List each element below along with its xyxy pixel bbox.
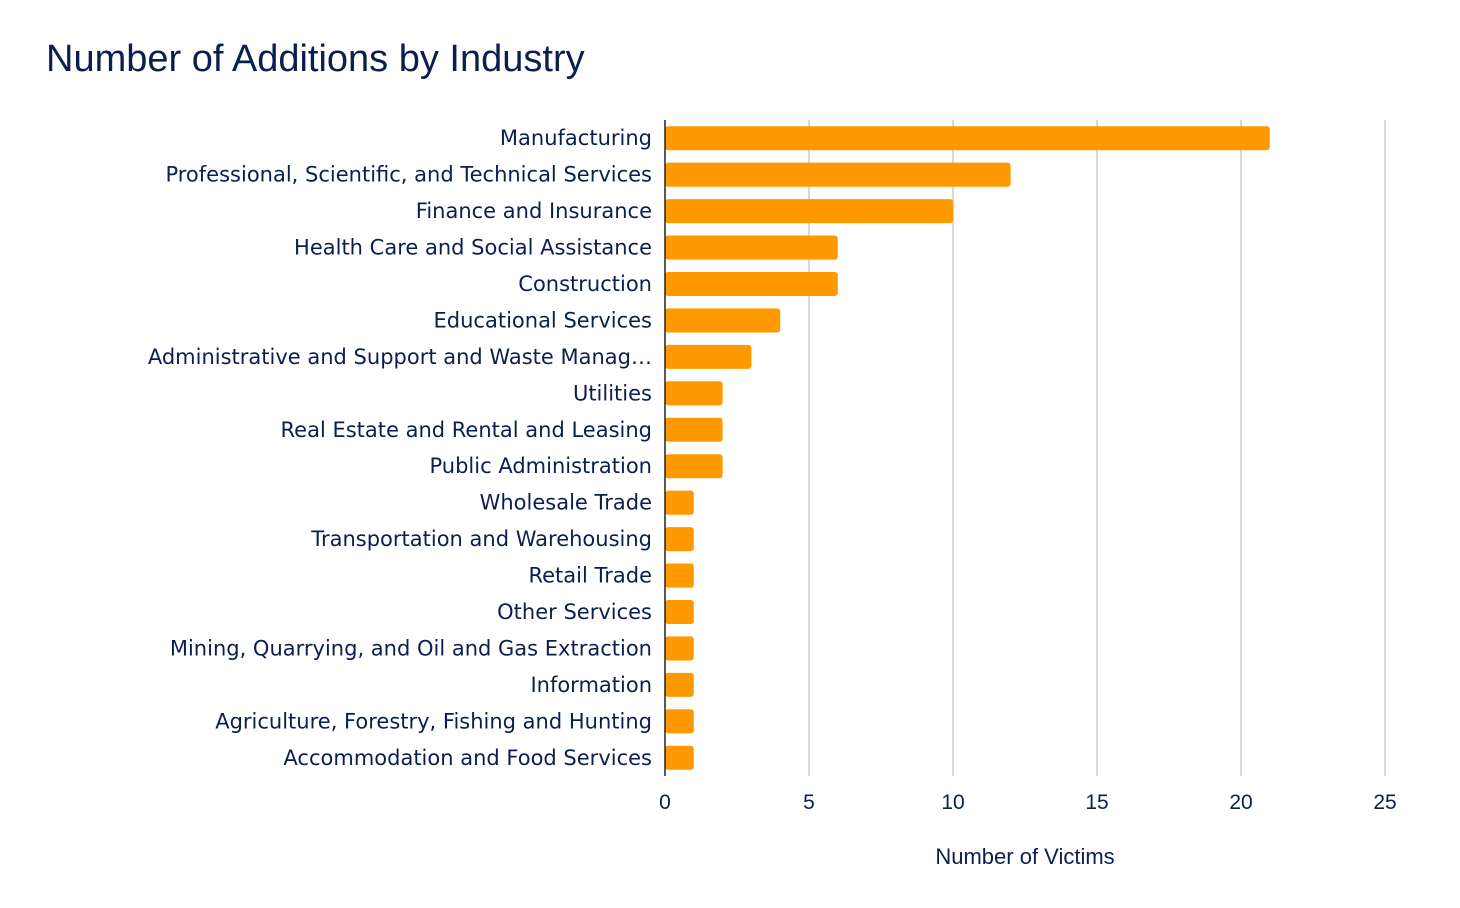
x-tick-label: 10 xyxy=(941,791,964,814)
category-labels: Manufacturing Professional, Scientific, a… xyxy=(148,126,652,770)
bar[interactable] xyxy=(665,672,694,697)
category-label: Public Administration xyxy=(430,454,653,478)
bar[interactable] xyxy=(665,271,838,297)
bar[interactable] xyxy=(665,563,694,588)
category-label: Wholesale Trade xyxy=(480,491,652,515)
bar[interactable] xyxy=(665,599,694,625)
bar[interactable] xyxy=(665,745,694,770)
bar[interactable] xyxy=(665,527,694,552)
category-label: Real Estate and Rental and Leasing xyxy=(281,418,652,442)
category-label: Retail Trade xyxy=(528,564,652,588)
category-label: Accommodation and Food Services xyxy=(283,746,652,770)
bar[interactable] xyxy=(665,126,1270,151)
gridlines xyxy=(808,120,1386,776)
category-label: Finance and Insurance xyxy=(416,199,652,223)
x-tick-label: 25 xyxy=(1373,791,1396,814)
category-label: Mining, Quarrying, and Oil and Gas Extra… xyxy=(170,636,652,660)
bar[interactable] xyxy=(665,162,1011,187)
category-label: Transportation and Warehousing xyxy=(310,527,652,551)
bar[interactable] xyxy=(665,454,723,479)
category-label: Administrative and Support and Waste Man… xyxy=(148,345,652,369)
bar[interactable] xyxy=(665,490,694,515)
category-label: Agriculture, Forestry, Fishing and Hunti… xyxy=(215,709,652,733)
x-tick-label: 20 xyxy=(1229,791,1252,814)
bar[interactable] xyxy=(665,308,781,333)
bar[interactable] xyxy=(665,344,752,369)
bar[interactable] xyxy=(665,709,694,734)
category-label: Health Care and Social Assistance xyxy=(294,236,652,260)
category-label: Utilities xyxy=(573,381,652,405)
x-axis-title: Number of Victims xyxy=(935,844,1114,869)
bars xyxy=(665,126,1270,770)
x-tick-label: 15 xyxy=(1085,791,1108,814)
x-tick-label: 5 xyxy=(803,791,815,814)
bar[interactable] xyxy=(665,235,838,260)
bar[interactable] xyxy=(665,381,723,406)
category-label: Other Services xyxy=(497,600,652,624)
category-label: Manufacturing xyxy=(500,126,652,150)
x-tick-labels: 0 5 10 15 20 25 xyxy=(659,791,1397,814)
bar[interactable] xyxy=(665,199,953,224)
bar[interactable] xyxy=(665,417,723,442)
chart-title: Number of Additions by Industry xyxy=(46,38,585,80)
category-label: Professional, Scientific, and Technical … xyxy=(165,163,652,187)
category-label: Construction xyxy=(518,272,652,296)
category-label: Information xyxy=(530,673,652,697)
x-tick-label: 0 xyxy=(659,791,671,814)
bar[interactable] xyxy=(665,636,694,661)
category-label: Educational Services xyxy=(434,308,652,332)
